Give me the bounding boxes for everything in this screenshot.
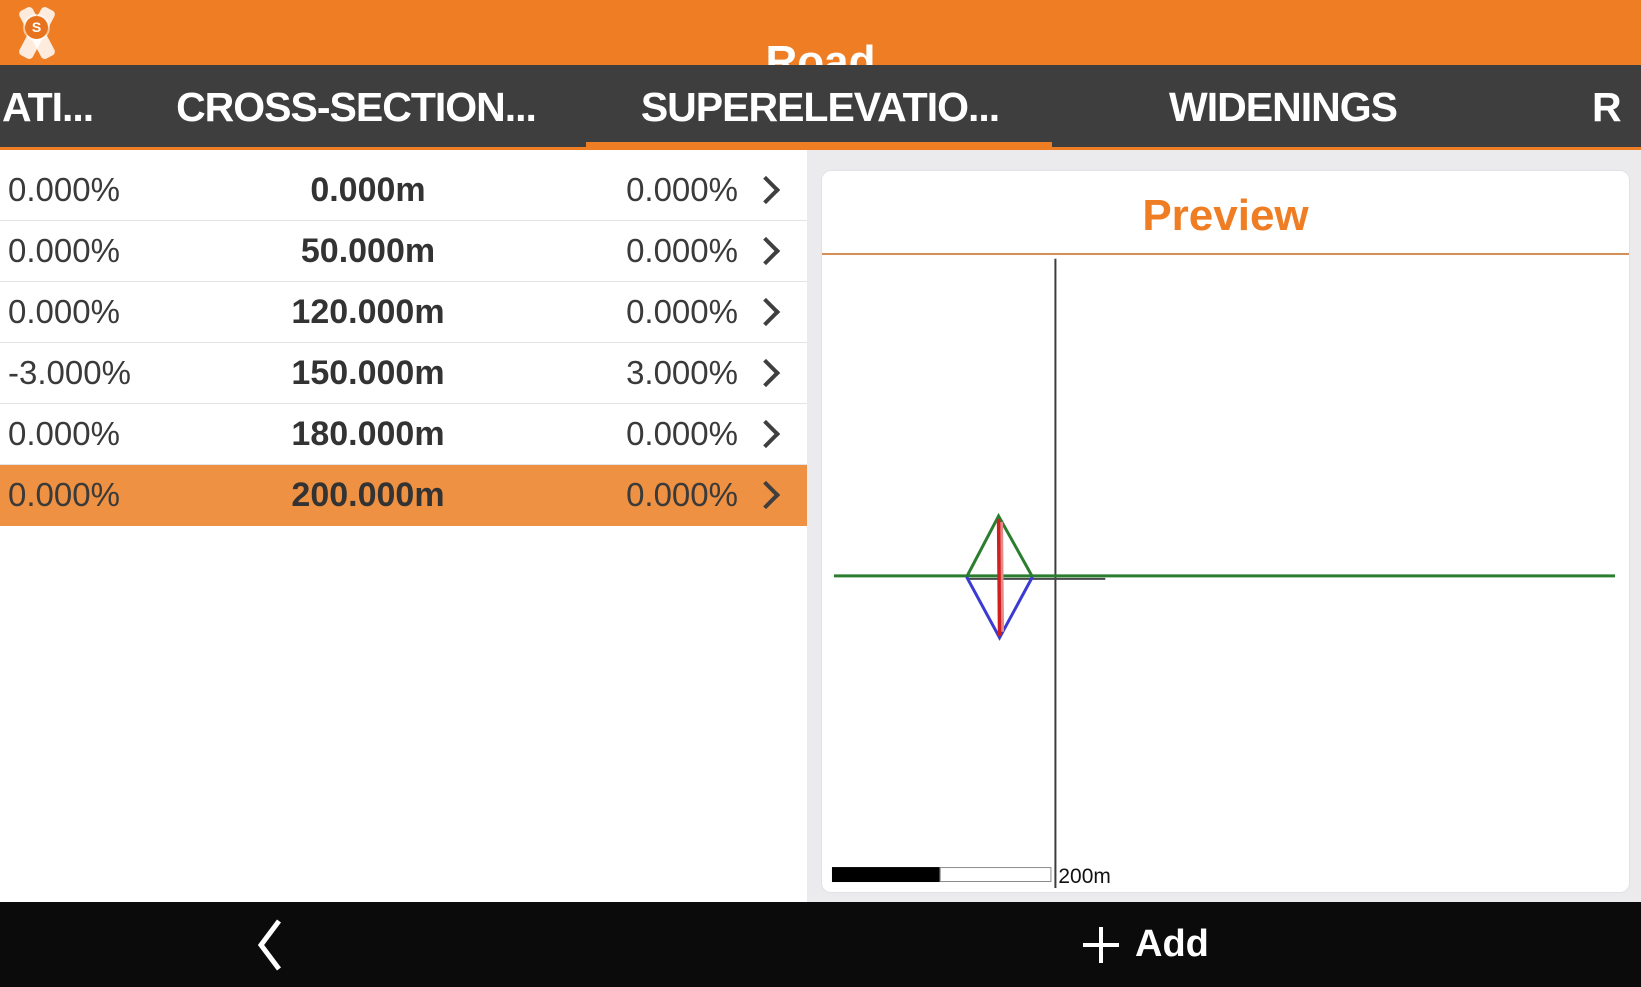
- top-bar: S Road: [0, 0, 1641, 86]
- table-row[interactable]: 0.000% 120.000m 0.000%: [0, 282, 807, 343]
- table-row[interactable]: -3.000% 150.000m 3.000%: [0, 343, 807, 404]
- superelevations-table: 0.000% 0.000m 0.000% 0.000% 50.000m 0.00…: [0, 150, 807, 902]
- end-slope-value: 0.000%: [626, 171, 738, 208]
- chevron-right-icon: [751, 419, 780, 449]
- chevron-right-icon: [751, 236, 780, 266]
- start-slope-value: 0.000%: [8, 232, 120, 269]
- station-value: 120.000m: [291, 292, 445, 331]
- start-slope-value: -3.000%: [8, 354, 131, 391]
- axis-marker-red: [996, 519, 1002, 636]
- end-slope-value: 0.000%: [626, 232, 738, 269]
- plus-icon: [1083, 926, 1119, 963]
- station-value: 0.000m: [310, 170, 426, 209]
- start-slope-value: 0.000%: [8, 415, 120, 452]
- tab-label: WIDENINGS: [1169, 84, 1398, 130]
- scale-bar-black: [831, 867, 940, 883]
- chevron-right-icon: [751, 175, 780, 205]
- tab-label: SUPERELEVATIO...: [640, 84, 1000, 130]
- table-row[interactable]: 0.000% 0.000m 0.000%: [0, 160, 807, 221]
- end-slope-value: 3.000%: [626, 354, 738, 391]
- preview-canvas: 200m: [831, 258, 1616, 888]
- end-slope-value: 0.000%: [626, 476, 738, 513]
- table-row[interactable]: 0.000% 200.000m 0.000%: [0, 465, 807, 526]
- tab-widenings[interactable]: WIDENINGS: [1097, 65, 1469, 147]
- table-row[interactable]: 0.000% 180.000m 0.000%: [0, 404, 807, 465]
- start-slope-value: 0.000%: [8, 476, 120, 513]
- app-logo-icon: S: [10, 5, 64, 60]
- chevron-right-icon: [751, 358, 780, 388]
- station-value: 150.000m: [291, 353, 445, 392]
- station-value: 50.000m: [300, 231, 436, 270]
- tab-bar: ATI... CROSS-SECTION... SUPERELEVATIO...…: [0, 65, 1641, 150]
- tab-label: ATI...: [2, 84, 94, 130]
- diamond-upper-green: [965, 512, 1034, 578]
- add-button-label: Add: [1135, 923, 1209, 965]
- start-slope-value: 0.000%: [8, 171, 120, 208]
- bottom-bar: Add: [0, 902, 1641, 987]
- end-slope-value: 0.000%: [626, 415, 738, 452]
- back-button[interactable]: [212, 902, 327, 987]
- scale-label: 200m: [1058, 865, 1110, 888]
- axis-marker-red-glow: [1000, 522, 1005, 632]
- chevron-right-icon: [751, 480, 780, 510]
- content-area: 0.000% 0.000m 0.000% 0.000% 50.000m 0.00…: [0, 150, 1641, 902]
- tab-label: CROSS-SECTION...: [176, 84, 537, 130]
- start-slope-value: 0.000%: [8, 293, 120, 330]
- preview-title: Preview: [1142, 191, 1309, 240]
- tab-cross-section[interactable]: CROSS-SECTION...: [170, 65, 542, 147]
- tab-r[interactable]: R: [1592, 65, 1622, 147]
- scale-bar-white: [939, 867, 1052, 883]
- tab-ati[interactable]: ATI...: [2, 65, 94, 147]
- active-tab-indicator: [586, 142, 1052, 150]
- add-button[interactable]: Add: [1083, 902, 1268, 987]
- station-value: 180.000m: [291, 414, 445, 453]
- diamond-lower-blue: [965, 576, 1034, 641]
- table-row[interactable]: 0.000% 50.000m 0.000%: [0, 221, 807, 282]
- end-slope-value: 0.000%: [626, 293, 738, 330]
- chevron-right-icon: [751, 297, 780, 327]
- tab-label: R: [1592, 84, 1622, 130]
- preview-card: Preview 200m: [821, 170, 1630, 893]
- tab-superelevatio[interactable]: SUPERELEVATIO...: [634, 65, 1006, 147]
- logo-s-badge: S: [25, 16, 48, 39]
- preview-divider: [822, 253, 1629, 255]
- back-chevron-icon: [257, 919, 281, 970]
- station-value: 200.000m: [291, 475, 445, 514]
